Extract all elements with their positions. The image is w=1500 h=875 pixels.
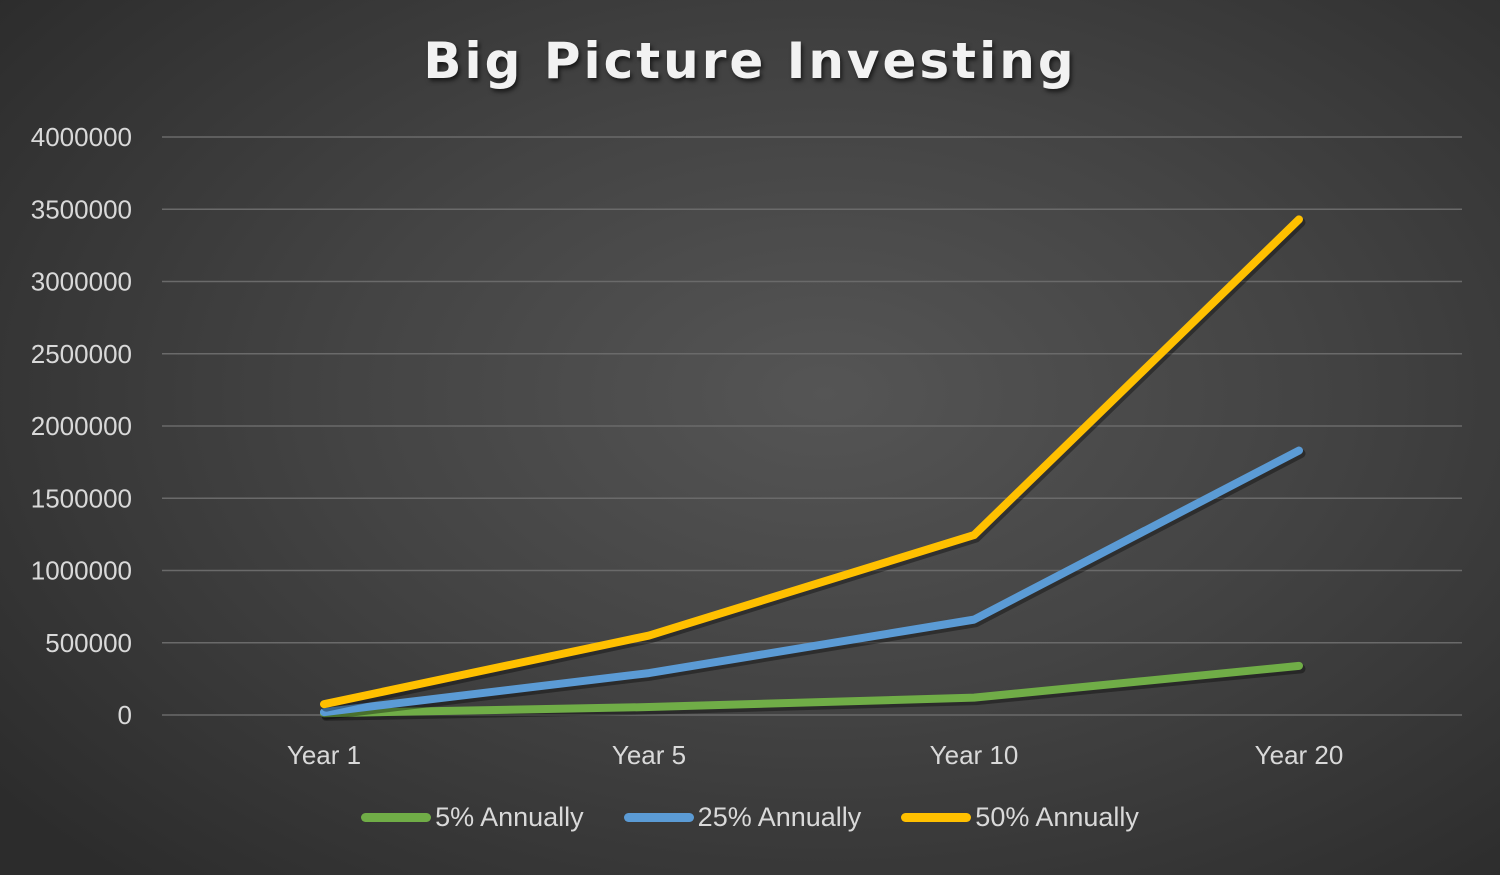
legend-label: 5% Annually [435, 802, 584, 832]
legend-item-25-percent: 25% Annually [623, 802, 862, 833]
x-tick-label: Year 20 [1255, 740, 1344, 770]
x-tick-label: Year 10 [930, 740, 1019, 770]
series-line [320, 661, 1303, 718]
y-tick-label: 1000000 [31, 556, 132, 586]
y-tick-label: 1500000 [31, 483, 132, 513]
y-tick-label: 2000000 [31, 411, 132, 441]
y-tick-label: 500000 [45, 628, 132, 658]
legend-label: 25% Annually [697, 802, 862, 832]
y-tick-label: 2500000 [31, 339, 132, 369]
chart-legend: 5% Annually 25% Annually 50% Annually [0, 802, 1500, 833]
legend-swatch [901, 813, 972, 822]
series-line-shadow [321, 217, 1306, 712]
y-tick-label: 4000000 [31, 122, 132, 152]
legend-swatch [361, 813, 432, 822]
x-tick-label: Year 1 [287, 740, 361, 770]
x-tick-label: Year 5 [612, 740, 686, 770]
legend-label: 50% Annually [975, 802, 1139, 832]
y-tick-label: 3500000 [31, 194, 132, 224]
y-tick-label: 3000000 [31, 267, 132, 297]
y-tick-label: 0 [118, 700, 132, 730]
series-line [320, 446, 1303, 717]
chart-title: Big Picture Investing [423, 32, 1077, 90]
legend-item-5-percent: 5% Annually [361, 802, 584, 833]
series-line [320, 215, 1303, 709]
legend-swatch [623, 813, 694, 822]
legend-item-50-percent: 50% Annually [901, 802, 1139, 833]
